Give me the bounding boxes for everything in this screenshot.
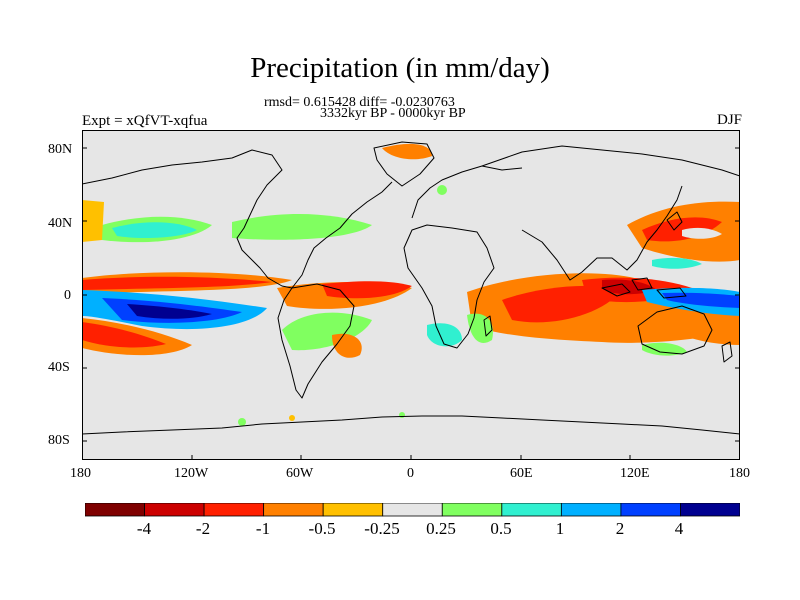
lon-tick-60e: 60E (510, 466, 533, 481)
anomaly-north-pacific-cyan (112, 222, 197, 238)
colorbar (85, 503, 740, 517)
anomaly-australia-east-orange (682, 322, 740, 345)
season-label: DJF (716, 112, 742, 128)
colorbar-swatch (263, 503, 324, 517)
colorbar-swatch (85, 503, 145, 517)
lat-tick-40s: 40S (48, 360, 70, 375)
axis-ticks (82, 147, 740, 460)
colorbar-label: 0.25 (426, 519, 456, 538)
anomaly-patch-mediterranean (437, 185, 447, 195)
colorbar-label: -4 (136, 519, 152, 538)
colorbar-swatch (322, 503, 384, 517)
anomaly-fields (82, 143, 740, 426)
lat-tick-40n: 40N (48, 216, 73, 231)
coastline-australia (637, 305, 713, 355)
colorbar-swatch (560, 503, 622, 517)
colorbar-swatch (382, 503, 443, 517)
colorbar-label: -2 (195, 519, 211, 538)
colorbar-swatch (620, 503, 681, 517)
anomaly-southern-africa-cyan (427, 323, 462, 347)
anomaly-pacific-north-band-core (82, 276, 272, 290)
precipitation-anomaly-map (82, 130, 740, 460)
lat-tick-0: 0 (64, 288, 71, 303)
anomaly-australia-south-green (642, 342, 687, 356)
colorbar-label: 0.5 (490, 519, 512, 538)
lat-tick-80n: 80N (48, 142, 73, 157)
anomaly-pacific-south-band-core (82, 322, 166, 348)
coastlines (82, 141, 740, 435)
coastline-greenland (373, 141, 435, 187)
colorbar-swatch (144, 503, 205, 517)
coastline-africa (403, 224, 495, 349)
colorbar-label: -1 (255, 519, 271, 538)
lon-tick-120w: 120W (174, 466, 209, 481)
period-line: 3332kyr BP - 0000kyr BP (320, 106, 466, 121)
colorbar-swatch (203, 503, 265, 517)
coastline-antarctica (82, 415, 740, 435)
lon-tick-180w: 180 (70, 466, 91, 481)
anomaly-east-asia-cyan (652, 257, 702, 269)
coastline-new-zealand (721, 341, 733, 363)
colorbar-label: 1 (555, 519, 565, 538)
coastline-japan (666, 211, 683, 231)
coastline-maritime-continent (601, 277, 687, 299)
anomaly-nw-corner (82, 200, 104, 242)
colorbar-label: -0.5 (308, 519, 336, 538)
anomaly-tropical-atlantic-red (322, 281, 412, 299)
anomaly-north-atlantic-green (232, 214, 372, 240)
lat-tick-80s: 80S (48, 433, 70, 448)
colorbar-label: -0.25 (364, 519, 400, 538)
lon-tick-60w: 60W (286, 466, 314, 481)
anomaly-kuroshio-gray (682, 227, 722, 239)
lon-tick-120e: 120E (620, 466, 650, 481)
lon-tick-180e: 180 (729, 466, 750, 481)
map-title: Precipitation (in mm/day) (250, 52, 550, 84)
anomaly-patch-antarctic-3 (399, 412, 405, 418)
anomaly-patch-antarctic-1 (238, 418, 246, 426)
coastline-north-america-east (291, 181, 393, 289)
colorbar-swatch (680, 503, 740, 517)
anomaly-greenland-orange (382, 143, 432, 160)
colorbar-swatch (501, 503, 562, 517)
colorbar-swatch (441, 503, 503, 517)
colorbar-label: 4 (674, 519, 684, 538)
colorbar-label: 2 (615, 519, 625, 538)
experiment-label: Expt = xQfVT-xqfua (82, 113, 208, 129)
coastline-north-america (82, 149, 293, 289)
anomaly-pacific-navy-core (127, 304, 212, 319)
coastline-europe (411, 165, 523, 219)
stats-line: rmsd= 0.615428 diff= -0.0230763 (264, 95, 455, 110)
coastline-south-america (277, 283, 355, 399)
coastline-asia (481, 145, 740, 281)
lon-tick-0: 0 (407, 466, 414, 481)
anomaly-south-atlantic-orange (332, 333, 362, 358)
coastline-madagascar (483, 315, 493, 337)
anomaly-patch-antarctic-2 (289, 415, 295, 421)
anomaly-south-america-green (282, 312, 372, 351)
